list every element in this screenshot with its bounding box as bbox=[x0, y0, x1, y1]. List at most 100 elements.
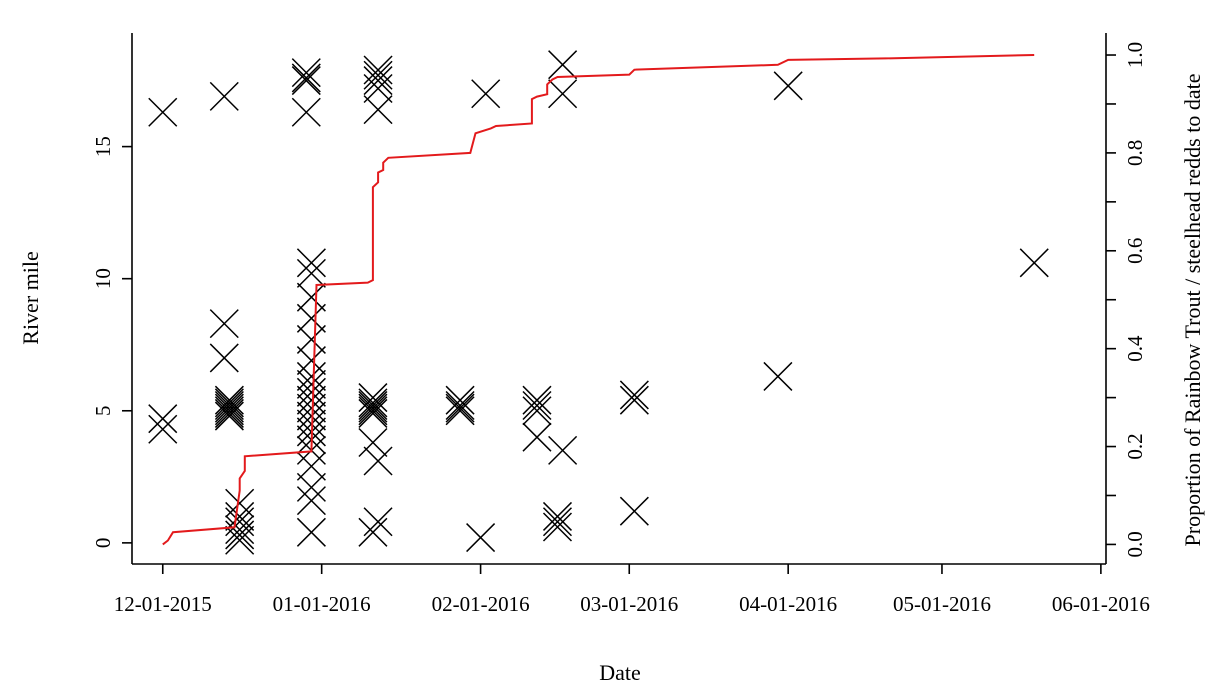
scatter-point bbox=[291, 97, 321, 127]
scatter-point bbox=[296, 401, 326, 431]
scatter-point-x bbox=[363, 95, 393, 125]
scatter-point bbox=[214, 393, 244, 423]
scatter-point bbox=[214, 388, 244, 418]
x-tick-label: 06-01-2016 bbox=[1052, 592, 1150, 616]
scatter-point bbox=[148, 404, 178, 434]
scatter-point bbox=[466, 523, 496, 553]
y-axis-right: 0.0 0.2 0.4 0.6 0.8 1.0 bbox=[1106, 42, 1147, 558]
scatter-point-x bbox=[209, 343, 239, 373]
y2-tick-label: 0.0 bbox=[1123, 531, 1147, 557]
scatter-point-x bbox=[542, 507, 573, 537]
scatter-point-x bbox=[214, 390, 244, 421]
y-tick-label: 5 bbox=[91, 406, 115, 417]
scatter-series bbox=[148, 50, 1049, 555]
scatter-point bbox=[363, 95, 393, 125]
scatter-point-x bbox=[209, 81, 239, 111]
scatter-point bbox=[296, 282, 326, 312]
scatter-point bbox=[225, 507, 255, 537]
scatter-point bbox=[358, 517, 388, 547]
scatter-point-x bbox=[296, 361, 326, 391]
cumulative-proportion-line bbox=[162, 54, 1035, 546]
scatter-point bbox=[542, 512, 573, 542]
scatter-point bbox=[291, 63, 321, 93]
scatter-point-x bbox=[148, 97, 178, 127]
x-axis-title: Date bbox=[599, 660, 641, 685]
y-tick-label: 10 bbox=[91, 268, 115, 289]
y-axis-title: River mile bbox=[18, 251, 43, 344]
scatter-point bbox=[225, 515, 255, 545]
scatter-point bbox=[209, 309, 239, 339]
scatter-point bbox=[209, 343, 239, 373]
scatter-point-x bbox=[358, 427, 388, 458]
scatter-point bbox=[358, 383, 388, 413]
cumulative-proportion-series bbox=[162, 54, 1035, 546]
scatter-point bbox=[548, 50, 578, 80]
scatter-point-x bbox=[291, 66, 321, 96]
scatter-point-x bbox=[358, 398, 388, 428]
scatter-point bbox=[214, 385, 244, 415]
scatter-point-x bbox=[522, 396, 552, 426]
scatter-point bbox=[522, 396, 552, 426]
scatter-point bbox=[522, 385, 552, 415]
scatter-point bbox=[296, 258, 326, 288]
scatter-point bbox=[225, 501, 255, 531]
scatter-point bbox=[296, 377, 326, 407]
scatter-point-x bbox=[225, 520, 255, 550]
scatter-point-x bbox=[291, 97, 321, 127]
scatter-point-x bbox=[296, 377, 326, 407]
scatter-point-x bbox=[214, 385, 244, 415]
scatter-point-x bbox=[209, 309, 239, 339]
scatter-point bbox=[548, 79, 578, 109]
y-tick-label: 0 bbox=[91, 538, 115, 549]
x-tick-label: 01-01-2016 bbox=[273, 592, 371, 616]
scatter-point-x bbox=[148, 414, 178, 444]
scatter-point-x bbox=[358, 396, 388, 426]
scatter-point bbox=[363, 66, 393, 96]
scatter-point-x bbox=[773, 71, 803, 101]
scatter-point bbox=[445, 390, 475, 421]
scatter-point-x bbox=[619, 496, 649, 526]
scatter-point-x bbox=[358, 390, 388, 421]
x-tick-label: 02-01-2016 bbox=[432, 592, 530, 616]
scatter-point-x bbox=[296, 248, 326, 278]
scatter-point-x bbox=[214, 398, 244, 428]
scatter-point bbox=[296, 369, 326, 399]
scatter-point bbox=[296, 248, 326, 278]
scatter-point bbox=[296, 517, 326, 547]
scatter-point bbox=[522, 390, 552, 421]
scatter-point-x bbox=[296, 472, 326, 502]
scatter-point bbox=[148, 97, 178, 127]
scatter-point bbox=[522, 422, 552, 452]
scatter-point-x bbox=[445, 393, 475, 423]
scatter-point-x bbox=[548, 79, 578, 109]
scatter-point bbox=[445, 396, 475, 426]
scatter-point-x bbox=[214, 396, 244, 426]
scatter-point-x bbox=[542, 512, 573, 542]
scatter-point-x bbox=[466, 523, 496, 553]
scatter-point bbox=[291, 66, 321, 96]
x-tick-label: 12-01-2015 bbox=[114, 592, 212, 616]
scatter-point bbox=[296, 303, 326, 333]
scatter-point-x bbox=[296, 324, 326, 354]
scatter-point-x bbox=[214, 388, 244, 418]
scatter-point bbox=[148, 414, 178, 444]
scatter-point-x bbox=[363, 66, 393, 96]
y2-tick-label: 0.8 bbox=[1123, 140, 1147, 166]
y2-tick-label: 1.0 bbox=[1123, 42, 1147, 68]
scatter-point bbox=[296, 472, 326, 502]
scatter-point bbox=[296, 361, 326, 391]
scatter-point bbox=[214, 396, 244, 426]
scatter-point-x bbox=[296, 451, 326, 481]
scatter-point-x bbox=[296, 303, 326, 333]
scatter-point-x bbox=[296, 369, 326, 399]
scatter-point bbox=[1019, 248, 1049, 278]
scatter-point-x bbox=[296, 385, 326, 415]
scatter-point-x bbox=[291, 63, 321, 93]
scatter-point bbox=[445, 393, 475, 423]
scatter-point-x bbox=[225, 515, 255, 545]
y2-axis-title: Proportion of Rainbow Trout / steelhead … bbox=[1180, 74, 1205, 547]
scatter-point bbox=[619, 496, 649, 526]
scatter-point-x bbox=[548, 50, 578, 80]
scatter-point-x bbox=[296, 517, 326, 547]
